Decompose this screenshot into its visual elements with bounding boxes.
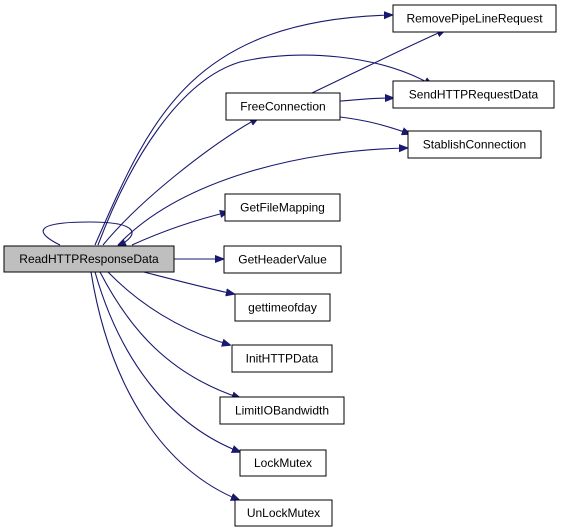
edge-free-to-send-http-request-data — [339, 98, 393, 101]
edge-to-stablish-connection — [117, 148, 407, 246]
node-limit-io-bandwidth[interactable]: LimitIOBandwidth — [219, 396, 345, 425]
node-unlock-mutex[interactable]: UnLockMutex — [234, 499, 333, 527]
edge-to-init-http-data — [107, 271, 230, 345]
node-remove-pipe-line-request[interactable]: RemovePipeLineRequest — [392, 4, 557, 33]
node-label: GetFileMapping — [240, 201, 325, 215]
node-label: UnLockMutex — [247, 506, 320, 520]
node-label: LockMutex — [254, 456, 312, 470]
edge-to-limit-io-bandwidth — [99, 271, 240, 398]
node-get-header-value[interactable]: GetHeaderValue — [223, 245, 342, 274]
node-free-connection[interactable]: FreeConnection — [225, 92, 341, 121]
edge-to-unlock-mutex — [90, 271, 239, 500]
node-label: ReadHTTPResponseData — [19, 252, 159, 266]
node-label: InitHTTPData — [246, 352, 319, 366]
edge-to-lock-mutex — [94, 271, 240, 452]
node-stablish-connection[interactable]: StablishConnection — [407, 130, 542, 159]
edge-free-to-stablish-connection — [339, 116, 410, 134]
node-read-http-response-data[interactable]: ReadHTTPResponseData — [3, 245, 175, 273]
node-label: FreeConnection — [240, 100, 325, 114]
edge-to-get-file-mapping — [131, 212, 228, 246]
node-label: RemovePipeLineRequest — [406, 12, 543, 26]
node-send-http-request-data[interactable]: SendHTTPRequestData — [392, 80, 555, 109]
node-label: gettimeofday — [248, 301, 317, 315]
edge-to-free-connection — [102, 118, 258, 246]
edge-free-to-remove-pipe-line-request — [311, 30, 445, 94]
node-label: GetHeaderValue — [238, 253, 327, 267]
edge-to-gettimeofday — [139, 270, 234, 294]
node-lock-mutex[interactable]: LockMutex — [239, 449, 327, 477]
node-label: SendHTTPRequestData — [409, 88, 539, 102]
node-gettimeofday[interactable]: gettimeofday — [234, 293, 331, 322]
edges — [42, 15, 445, 500]
node-init-http-data[interactable]: InitHTTPData — [231, 344, 333, 373]
edge-to-remove-pipe-line-request — [94, 15, 392, 246]
node-get-file-mapping[interactable]: GetFileMapping — [224, 193, 341, 222]
node-label: StablishConnection — [423, 138, 526, 152]
edge-self-loop — [42, 221, 133, 246]
node-label: LimitIOBandwidth — [235, 404, 329, 418]
